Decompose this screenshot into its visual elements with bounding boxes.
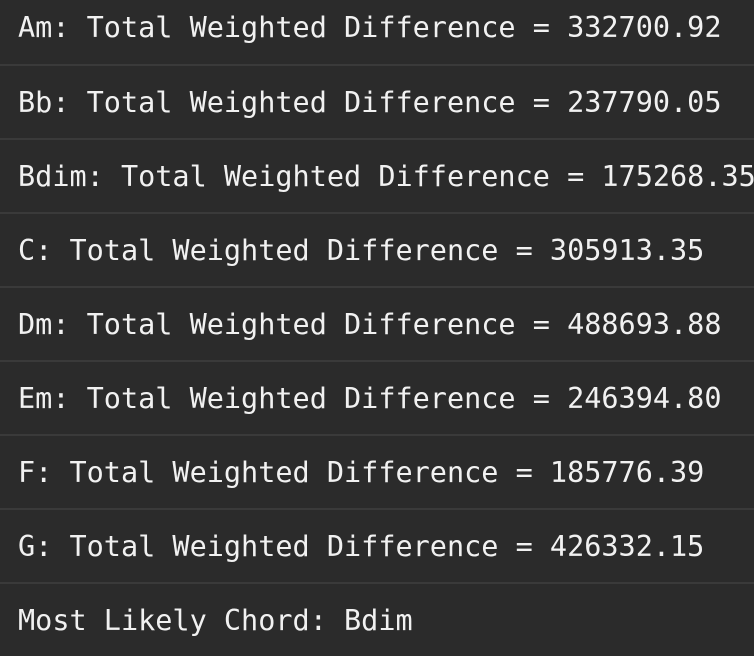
output-line-bb: Bb: Total Weighted Difference = 237790.0… <box>0 66 754 140</box>
output-line-dm: Dm: Total Weighted Difference = 488693.8… <box>0 288 754 362</box>
output-line-bdim: Bdim: Total Weighted Difference = 175268… <box>0 140 754 214</box>
output-line-em: Em: Total Weighted Difference = 246394.8… <box>0 362 754 436</box>
output-line-c: C: Total Weighted Difference = 305913.35 <box>0 214 754 288</box>
output-line-am: Am: Total Weighted Difference = 332700.9… <box>0 0 754 66</box>
output-line-f: F: Total Weighted Difference = 185776.39 <box>0 436 754 510</box>
output-line-g: G: Total Weighted Difference = 426332.15 <box>0 510 754 584</box>
result-line: Most Likely Chord: Bdim <box>18 603 413 637</box>
